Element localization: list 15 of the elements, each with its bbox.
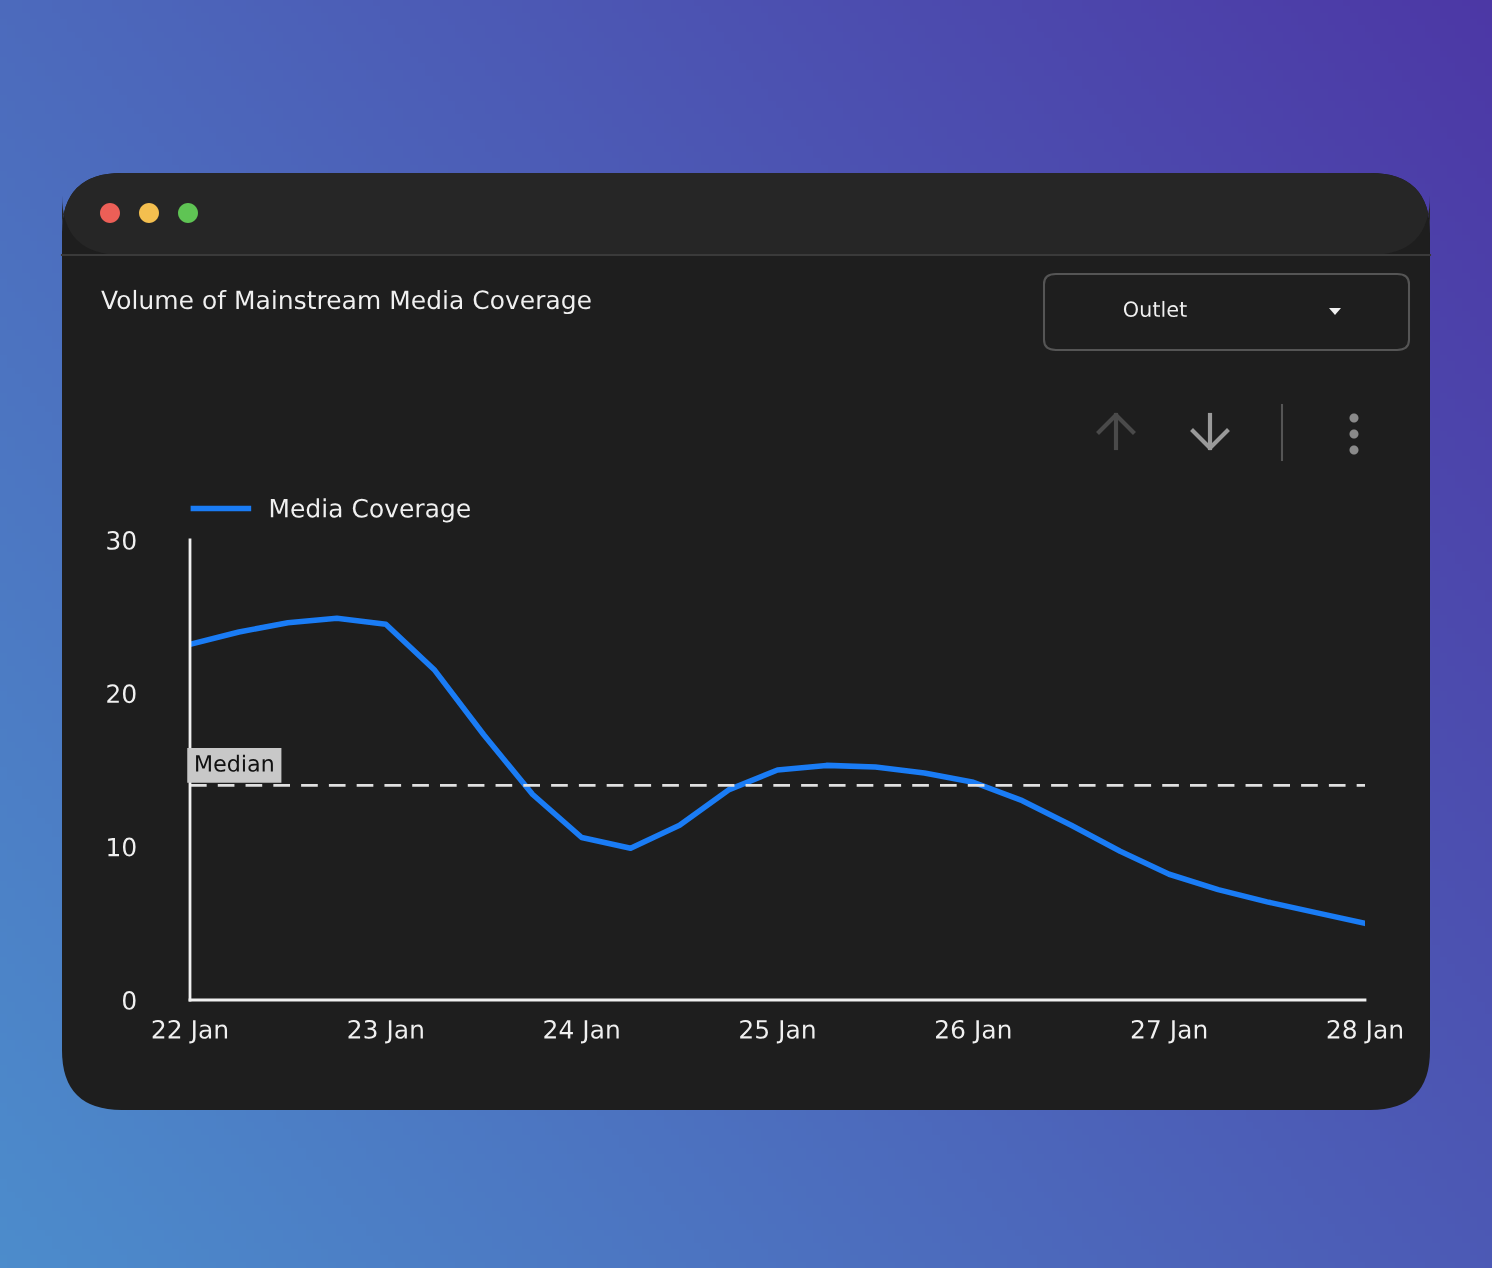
x-tick-label: 23 Jan [348, 1019, 423, 1044]
x-tick-label: 25 Jan [740, 1019, 815, 1044]
legend-label: Media Coverage [270, 498, 470, 523]
ref-line-label: Median [196, 754, 273, 772]
x-tick-label: 26 Jan [936, 1019, 1011, 1044]
x-tick-label: 24 Jan [544, 1019, 619, 1044]
x-tick-label: 22 Jan [152, 1019, 228, 1044]
chart-title: Volume of Mainstream Media Coverage [101, 289, 591, 315]
y-tick-label: 10 [108, 837, 136, 857]
y-tick-label: 20 [107, 684, 136, 704]
x-tick-label: 27 Jan [1131, 1019, 1207, 1044]
y-tick-label: 30 [107, 530, 136, 550]
y-tick-label: 0 [122, 990, 136, 1010]
text: Outlet [1123, 300, 1187, 318]
x-tick-label: 28 Jan [1327, 1019, 1403, 1044]
